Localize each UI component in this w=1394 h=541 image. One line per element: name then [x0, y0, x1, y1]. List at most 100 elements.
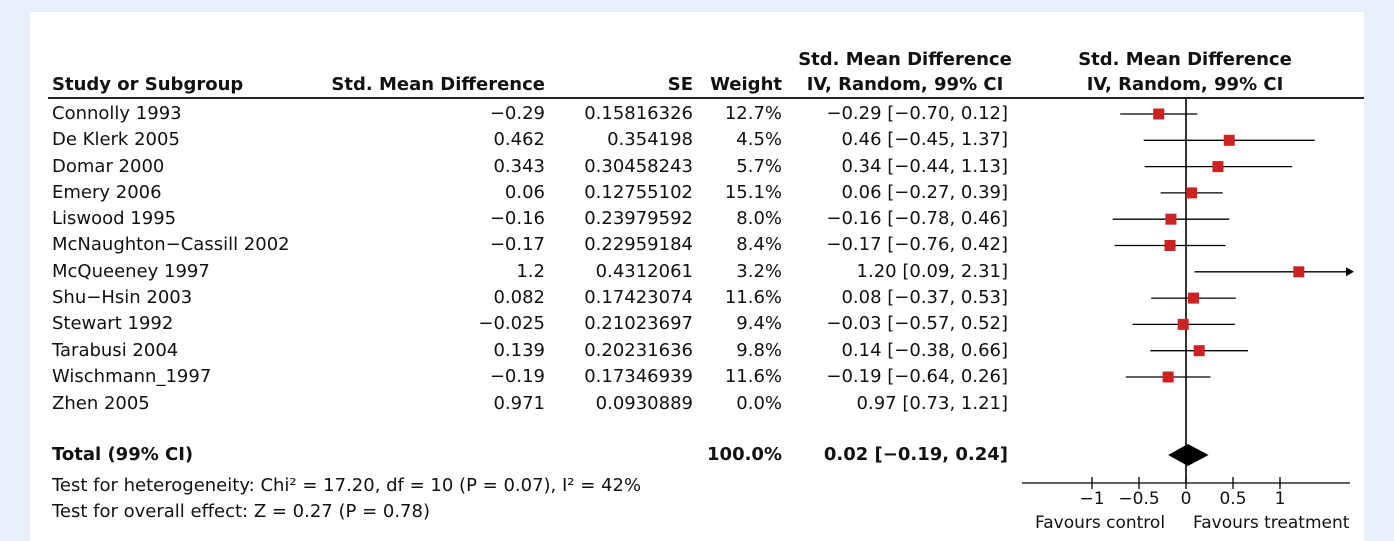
effect-marker: [1188, 292, 1200, 304]
study-se: 0.17423074: [584, 287, 693, 308]
table-row: Shu−Hsin 2003 0.082 0.17423074 11.6% 0.0…: [0, 287, 1394, 313]
effect-marker: [1223, 134, 1235, 146]
study-ci: 0.06 [−0.27, 0.39]: [841, 182, 1008, 203]
effect-marker: [1162, 371, 1174, 383]
study-ci: 0.34 [−0.44, 1.13]: [841, 156, 1008, 177]
header-weight: Weight: [710, 74, 782, 95]
table-row: Stewart 1992 −0.025 0.21023697 9.4% −0.0…: [0, 313, 1394, 339]
effect-marker: [1164, 240, 1176, 251]
table-row: Emery 2006 0.06 0.12755102 15.1% 0.06 [−…: [0, 182, 1394, 208]
table-row: Liswood 1995 −0.16 0.23979592 8.0% −0.16…: [0, 208, 1394, 234]
effect-marker: [1293, 266, 1305, 278]
study-weight: 9.4%: [736, 313, 782, 334]
study-ci: −0.17 [−0.76, 0.42]: [826, 234, 1008, 255]
study-ci: 0.46 [−0.45, 1.37]: [841, 129, 1008, 150]
x-tick-label: −1: [1079, 489, 1104, 509]
forest-plot-panel: [30, 12, 1364, 541]
overall-effect-test: Test for overall effect: Z = 0.27 (P = 0…: [52, 501, 430, 522]
study-smd: −0.29: [489, 103, 545, 124]
study-se: 0.12755102: [584, 182, 693, 203]
table-row: De Klerk 2005 0.462 0.354198 4.5% 0.46 […: [0, 129, 1394, 155]
study-name: Shu−Hsin 2003: [52, 287, 193, 308]
study-smd: 0.06: [504, 182, 545, 203]
study-name: Tarabusi 2004: [52, 340, 179, 361]
study-smd: 0.082: [493, 287, 545, 308]
study-ci: 0.97 [0.73, 1.21]: [856, 393, 1008, 414]
favours-treatment-label: Favours treatment: [1193, 513, 1350, 533]
table-row: Connolly 1993 −0.29 0.15816326 12.7% −0.…: [0, 103, 1394, 129]
study-name: Stewart 1992: [52, 313, 174, 334]
study-name: Wischmann_1997: [52, 366, 212, 387]
table-row: McQueeney 1997 1.2 0.4312061 3.2% 1.20 […: [0, 261, 1394, 287]
study-weight: 9.8%: [736, 340, 782, 361]
table-row: Tarabusi 2004 0.139 0.20231636 9.8% 0.14…: [0, 340, 1394, 366]
study-name: McNaughton−Cassill 2002: [52, 234, 290, 255]
study-weight: 4.5%: [736, 129, 782, 150]
study-smd: −0.16: [489, 208, 545, 229]
header-study: Study or Subgroup: [52, 74, 244, 95]
study-smd: −0.17: [489, 234, 545, 255]
heterogeneity-test: Test for heterogeneity: Chi² = 17.20, df…: [52, 475, 642, 496]
effect-marker: [1153, 108, 1165, 120]
study-se: 0.22959184: [584, 234, 693, 255]
study-weight: 11.6%: [724, 287, 782, 308]
total-label: Total (99% CI): [52, 444, 194, 465]
study-ci: −0.19 [−0.64, 0.26]: [826, 366, 1008, 387]
header-se: SE: [667, 74, 693, 95]
study-ci: 1.20 [0.09, 2.31]: [856, 261, 1008, 282]
study-ci: −0.03 [−0.57, 0.52]: [826, 313, 1008, 334]
study-se: 0.21023697: [584, 313, 693, 334]
ci-overflow-arrow: [1346, 267, 1354, 277]
study-se: 0.20231636: [584, 340, 693, 361]
header-rule: [48, 97, 1364, 99]
x-tick-label: 1: [1275, 489, 1286, 509]
header-ci-top: Std. Mean Difference: [798, 49, 1012, 70]
effect-marker: [1193, 345, 1205, 357]
x-tick-label: 0: [1181, 489, 1192, 509]
study-name: De Klerk 2005: [52, 129, 180, 150]
study-se: 0.30458243: [584, 156, 693, 177]
study-se: 0.0930889: [595, 393, 693, 414]
study-smd: 0.462: [493, 129, 545, 150]
x-tick-label: 0.5: [1219, 489, 1246, 509]
table-row: Zhen 2005 0.971 0.0930889 0.0% 0.97 [0.7…: [0, 393, 1394, 419]
header-smd: Std. Mean Difference: [331, 74, 545, 95]
study-smd: 0.971: [493, 393, 545, 414]
header-ci-bottom: IV, Random, 99% CI: [806, 74, 1004, 95]
study-se: 0.23979592: [584, 208, 693, 229]
study-smd: 1.2: [516, 261, 545, 282]
study-weight: 5.7%: [736, 156, 782, 177]
effect-marker: [1165, 213, 1177, 225]
study-weight: 0.0%: [736, 393, 782, 414]
study-weight: 8.4%: [736, 234, 782, 255]
study-ci: 0.14 [−0.38, 0.66]: [841, 340, 1008, 361]
study-ci: 0.08 [−0.37, 0.53]: [841, 287, 1008, 308]
header-plot-bottom: IV, Random, 99% CI: [1086, 74, 1284, 95]
study-smd: 0.343: [493, 156, 545, 177]
study-name: McQueeney 1997: [52, 261, 210, 282]
study-se: 0.17346939: [584, 366, 693, 387]
favours-control-label: Favours control: [1035, 513, 1166, 533]
study-se: 0.354198: [607, 129, 693, 150]
total-ci: 0.02 [−0.19, 0.24]: [823, 444, 1008, 465]
study-smd: 0.139: [493, 340, 545, 361]
study-weight: 3.2%: [736, 261, 782, 282]
study-weight: 12.7%: [724, 103, 782, 124]
study-se: 0.15816326: [584, 103, 693, 124]
study-name: Connolly 1993: [52, 103, 182, 124]
study-ci: −0.16 [−0.78, 0.46]: [826, 208, 1008, 229]
study-name: Emery 2006: [52, 182, 162, 203]
study-smd: −0.025: [478, 313, 545, 334]
table-row: Wischmann_1997 −0.19 0.17346939 11.6% −0…: [0, 366, 1394, 392]
x-tick-label: −0.5: [1118, 489, 1159, 509]
study-ci: −0.29 [−0.70, 0.12]: [826, 103, 1008, 124]
study-name: Zhen 2005: [52, 393, 150, 414]
total-weight: 100.0%: [707, 444, 782, 465]
study-name: Domar 2000: [52, 156, 165, 177]
study-se: 0.4312061: [595, 261, 693, 282]
study-weight: 11.6%: [724, 366, 782, 387]
effect-marker: [1212, 161, 1224, 173]
header-plot-top: Std. Mean Difference: [1078, 49, 1292, 70]
table-row: Domar 2000 0.343 0.30458243 5.7% 0.34 [−…: [0, 156, 1394, 182]
effect-marker: [1186, 187, 1198, 199]
